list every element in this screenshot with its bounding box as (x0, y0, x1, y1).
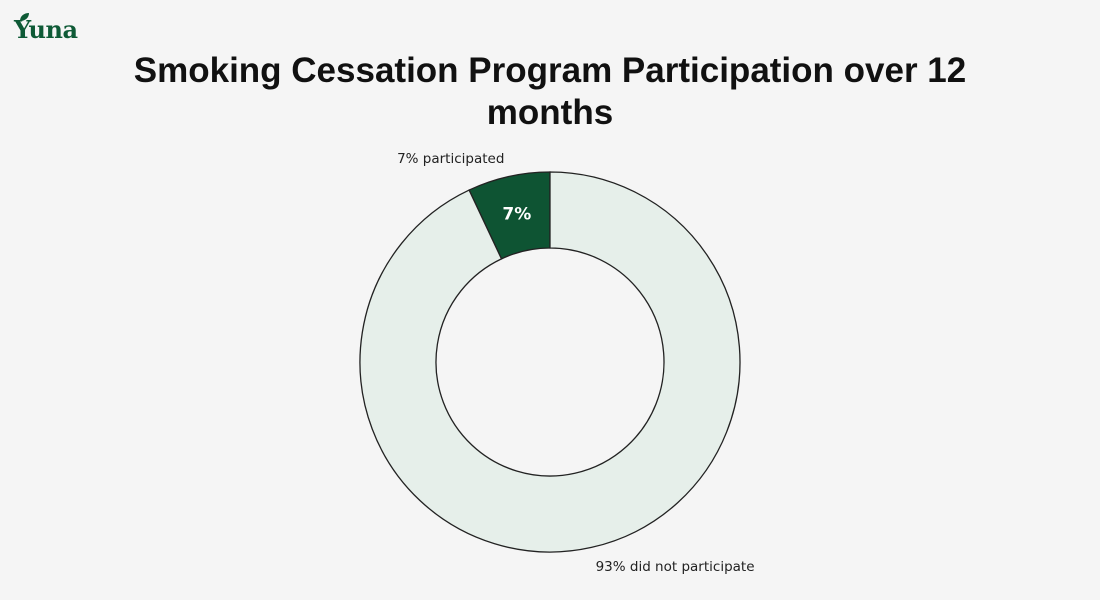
brand-logo: Yuna (14, 13, 78, 44)
slice-category-label-0: 7% participated (397, 151, 504, 167)
chart-title: Smoking Cessation Program Participation … (0, 50, 1100, 134)
chart-title-text: Smoking Cessation Program Participation … (133, 51, 967, 132)
donut-slice-1 (359, 171, 741, 553)
slice-category-label-1: 93% did not participate (596, 559, 755, 575)
leaf-icon (20, 13, 29, 21)
slice-value-label-0: 7% (502, 205, 531, 225)
logo-text: Yuna (14, 15, 78, 44)
